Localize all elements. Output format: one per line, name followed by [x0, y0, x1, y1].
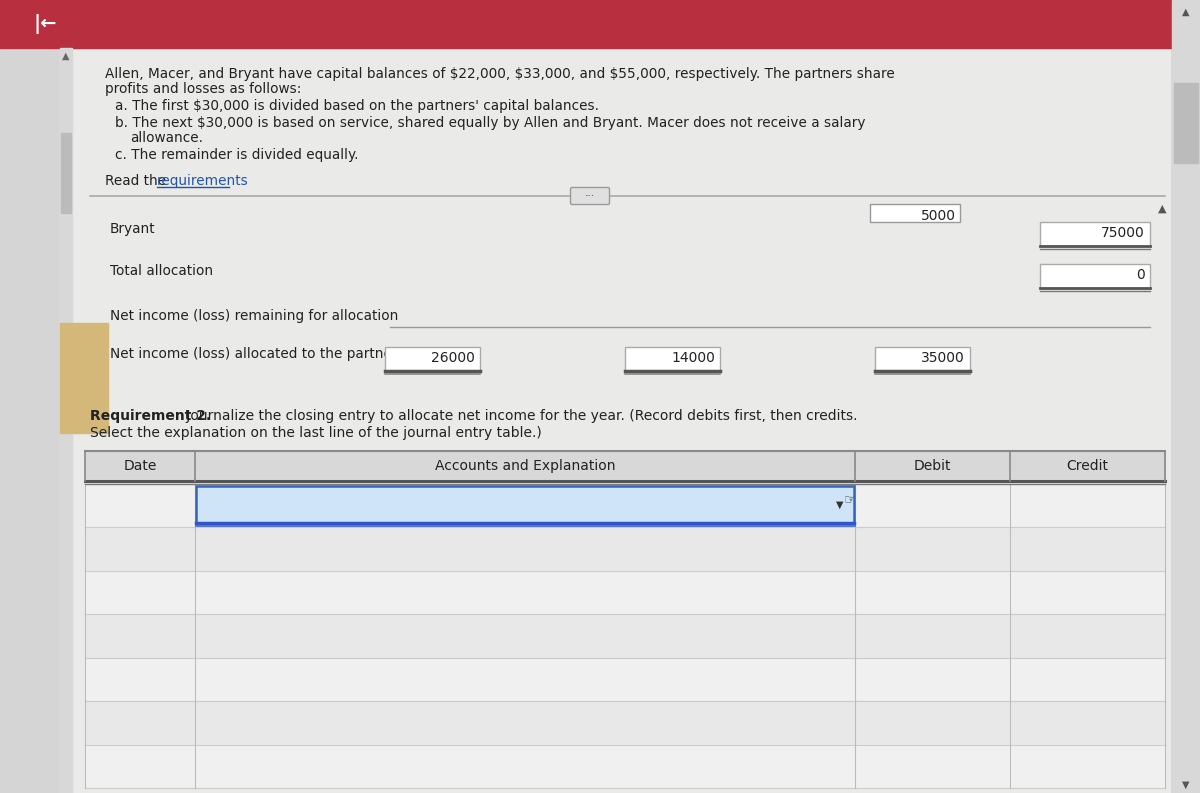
Text: ▼: ▼ — [836, 500, 844, 510]
Bar — [85, 745, 1165, 788]
Bar — [85, 451, 1165, 481]
Text: ▲: ▲ — [1158, 204, 1166, 214]
Bar — [85, 701, 1165, 745]
Text: ☞: ☞ — [844, 492, 857, 506]
Bar — [385, 347, 480, 371]
FancyBboxPatch shape — [570, 187, 610, 205]
Bar — [60, 323, 108, 433]
Bar — [625, 347, 720, 371]
Text: 5000: 5000 — [922, 209, 956, 223]
Bar — [870, 204, 960, 222]
Bar — [85, 570, 1165, 614]
Text: Select the explanation on the last line of the journal entry table.): Select the explanation on the last line … — [90, 426, 541, 440]
Text: profits and losses as follows:: profits and losses as follows: — [106, 82, 301, 96]
Text: ▲: ▲ — [1182, 7, 1189, 17]
Bar — [85, 484, 1165, 527]
Text: ···: ··· — [584, 191, 595, 201]
Text: Accounts and Explanation: Accounts and Explanation — [434, 459, 616, 473]
Bar — [0, 0, 1200, 48]
Bar — [1040, 222, 1150, 246]
Bar — [85, 657, 1165, 701]
Text: requirements: requirements — [157, 174, 248, 188]
Text: |←: |← — [34, 14, 56, 34]
Text: Date: Date — [124, 459, 157, 473]
Bar — [1040, 264, 1150, 288]
Text: Credit: Credit — [1067, 459, 1109, 473]
Text: Journalize the closing entry to allocate net income for the year. (Record debits: Journalize the closing entry to allocate… — [182, 409, 858, 423]
Text: Allen, Macer, and Bryant have capital balances of $22,000, $33,000, and $55,000,: Allen, Macer, and Bryant have capital ba… — [106, 67, 895, 81]
Text: Bryant: Bryant — [110, 222, 156, 236]
Bar — [1172, 0, 1200, 793]
Text: 75000: 75000 — [1102, 226, 1145, 240]
Text: ▼: ▼ — [1182, 780, 1189, 790]
Bar — [196, 485, 854, 525]
Bar — [85, 614, 1165, 657]
Text: allowance.: allowance. — [130, 131, 203, 145]
Text: 35000: 35000 — [922, 351, 965, 365]
Text: Net income (loss) allocated to the partners: Net income (loss) allocated to the partn… — [110, 347, 404, 361]
Text: c. The remainder is divided equally.: c. The remainder is divided equally. — [115, 148, 359, 162]
Text: Debit: Debit — [913, 459, 952, 473]
Text: 0: 0 — [1136, 268, 1145, 282]
Bar — [1174, 83, 1198, 163]
Text: Total allocation: Total allocation — [110, 264, 214, 278]
Text: 26000: 26000 — [431, 351, 475, 365]
Bar — [61, 133, 71, 213]
Bar — [85, 527, 1165, 570]
Text: 14000: 14000 — [671, 351, 715, 365]
Text: b. The next $30,000 is based on service, shared equally by Allen and Bryant. Mac: b. The next $30,000 is based on service,… — [115, 116, 865, 130]
Text: a. The first $30,000 is divided based on the partners' capital balances.: a. The first $30,000 is divided based on… — [115, 99, 599, 113]
Text: Net income (loss) remaining for allocation: Net income (loss) remaining for allocati… — [110, 309, 398, 323]
Text: ▲: ▲ — [62, 51, 70, 61]
Bar — [875, 347, 970, 371]
Bar — [60, 48, 72, 793]
Text: Requirement 2.: Requirement 2. — [90, 409, 211, 423]
Text: Read the: Read the — [106, 174, 170, 188]
